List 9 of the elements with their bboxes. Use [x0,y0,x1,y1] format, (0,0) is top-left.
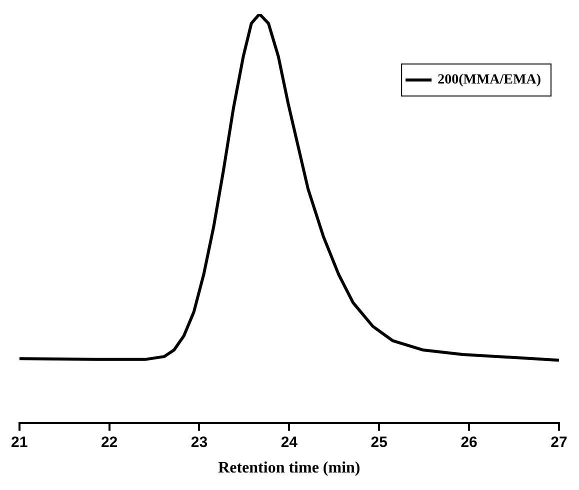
x-tick-label: 25 [370,434,388,451]
x-tick-label: 27 [550,434,568,451]
legend-label: 200(MMA/EMA) [438,72,542,88]
x-tick-label: 23 [190,434,208,451]
x-tick-label: 22 [100,434,118,451]
x-tick-label: 24 [280,434,298,451]
x-tick-label: 21 [11,434,28,451]
x-axis-title: Retention time (min) [218,460,360,477]
x-tick-label: 26 [460,434,478,451]
